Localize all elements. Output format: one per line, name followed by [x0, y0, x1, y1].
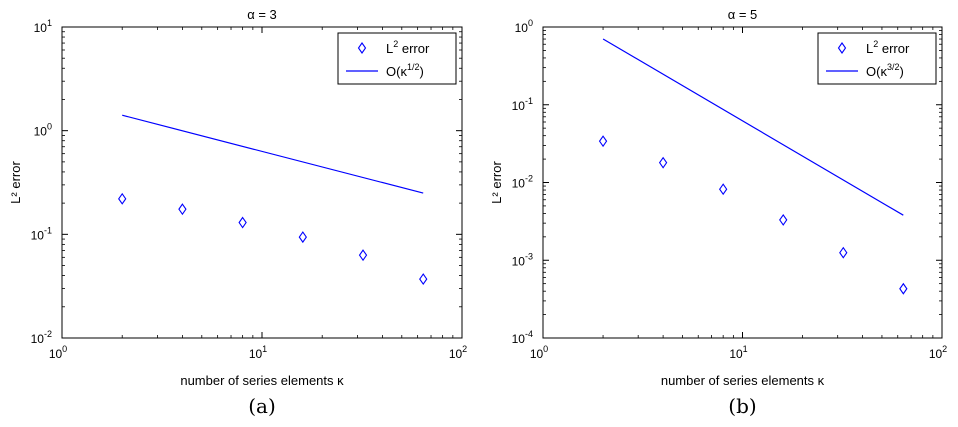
x-tick-label: 102 [449, 344, 467, 361]
x-tick-label: 100 [530, 344, 548, 361]
data-point-diamond [779, 213, 788, 226]
x-tick-label: 101 [249, 344, 267, 361]
panel-b: α = 5 100 101 102 10-4 10-3 10-2 10-1 100 number … [489, 7, 947, 418]
y-tick-label: 10-1 [31, 225, 52, 242]
legend-label: L2 error [866, 39, 910, 56]
legend-label: O(κ3/2) [866, 62, 904, 79]
data-point-diamond [118, 192, 127, 205]
y-axis-label: L² error [489, 161, 504, 204]
y-tick-label: 10-1 [512, 96, 533, 113]
panel-caption: (b) [728, 394, 756, 418]
y-tick-label: 100 [515, 18, 533, 35]
data-point-diamond [598, 135, 608, 148]
chart-title: α = 5 [728, 7, 758, 22]
legend-label: O(κ1/2) [386, 62, 424, 79]
data-point-diamond [298, 231, 307, 244]
chart-title: α = 3 [247, 7, 277, 22]
y-tick-label: 101 [34, 18, 52, 35]
y-tick-label: 10-4 [512, 329, 533, 346]
data-point-diamond [358, 249, 368, 262]
y-tick-label: 10-3 [512, 251, 533, 268]
legend: L2 error O(κ1/2) [337, 32, 457, 85]
data-point-diamond [419, 273, 428, 286]
data-point-diamond [899, 282, 908, 295]
panel-caption: (a) [248, 394, 276, 418]
x-tick-label: 102 [929, 344, 947, 361]
data-point-diamond [839, 246, 848, 259]
x-axis-label: number of series elements κ [661, 373, 825, 388]
data-point-diamond [238, 216, 247, 229]
x-tick-label: 100 [49, 344, 67, 361]
legend-diamond-swatch [837, 42, 847, 54]
y-tick-label: 10-2 [31, 329, 52, 346]
series-line-1 [602, 38, 904, 216]
panel-a: α = 3 100 101 102 10-2 10-1 100 101 number of se… [8, 7, 467, 418]
y-axis-label: L² error [8, 161, 23, 204]
legend: L2 error O(κ3/2) [817, 32, 937, 85]
y-tick-label: 10-2 [512, 174, 533, 191]
legend-diamond-swatch [357, 42, 367, 54]
data-point-diamond [178, 203, 187, 216]
series-line-1 [122, 114, 424, 194]
legend-label: L2 error [386, 39, 430, 56]
legend-box [337, 32, 457, 85]
legend-box [817, 32, 937, 85]
data-point-diamond [718, 183, 728, 196]
data-point-diamond [658, 156, 668, 169]
x-axis-label: number of series elements κ [180, 373, 344, 388]
x-tick-label: 101 [729, 344, 747, 361]
y-tick-label: 100 [34, 122, 52, 139]
